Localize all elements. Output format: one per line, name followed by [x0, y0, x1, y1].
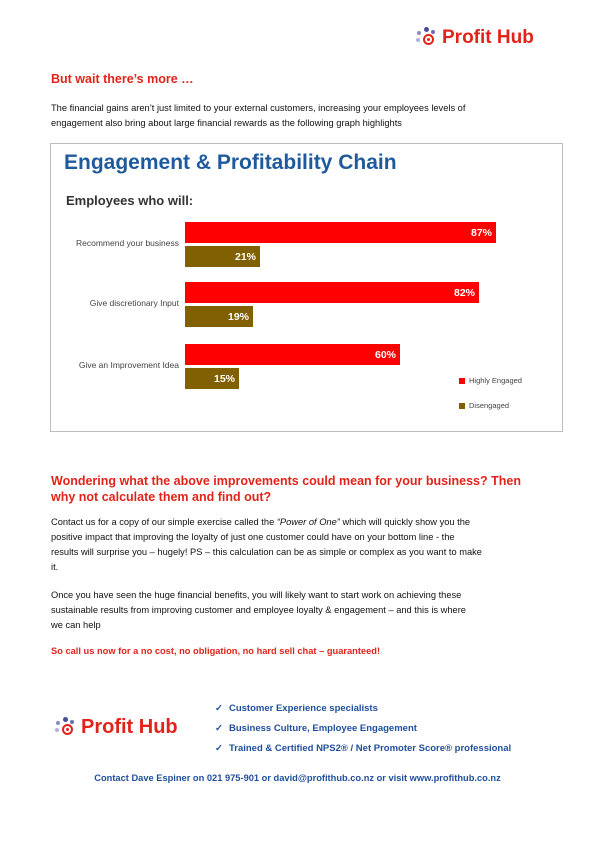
chart-legend: Highly Engaged Disengaged [459, 376, 522, 410]
logo-mark-icon [55, 716, 77, 739]
bar-highly-engaged [185, 344, 400, 365]
chart-panel: Engagement & Profitability Chain Employe… [50, 143, 563, 432]
intro-line: The financial gains aren’t just limited … [51, 103, 466, 113]
brand-name: Profit Hub [81, 716, 178, 738]
heading-line: Wondering what the above improvements co… [51, 474, 521, 488]
calculate-heading: Wondering what the above improvements co… [51, 473, 571, 505]
chart-title: Engagement & Profitability Chain [64, 151, 397, 174]
text-span: which will quickly show you the [339, 517, 471, 527]
service-label: Business Culture, Employee Engagement [228, 723, 417, 734]
bar-chart: Recommend your business 87% 21% Give discre… [51, 144, 562, 431]
help-paragraph: Once you have seen the huge financial be… [51, 588, 576, 633]
paragraph-line: positive impact that improving the loyal… [51, 532, 455, 542]
check-icon: ✓ [215, 723, 223, 734]
paragraph-line: sustainable results from improving custo… [51, 605, 466, 615]
intro-paragraph: The financial gains aren’t just limited … [51, 101, 571, 131]
brand-logo-header: Profit Hub [416, 27, 534, 49]
data-label: 19% [227, 311, 249, 323]
legend-item-disengaged: Disengaged [459, 401, 522, 410]
legend-label: Highly Engaged [469, 376, 522, 385]
legend-label: Disengaged [469, 401, 510, 410]
heading-line: why not calculate them and find out? [51, 490, 272, 504]
bar-disengaged [185, 246, 260, 267]
call-to-action: So call us now for a no cost, no obligat… [51, 646, 381, 656]
chart-subtitle: Employees who will: [66, 193, 194, 208]
contact-line: Contact Dave Espiner on 021 975-901 or d… [94, 773, 501, 783]
services-list: ✓ Customer Experience specialists ✓ Busine… [215, 703, 511, 763]
bar-highly-engaged [185, 282, 479, 303]
category-label: Recommend your business [76, 238, 179, 248]
bar-disengaged [185, 368, 239, 389]
paragraph-line: results will surprise you – hugely! PS –… [51, 547, 482, 557]
check-icon: ✓ [215, 703, 223, 714]
service-label: Trained & Certified NPS2® / Net Promoter… [228, 743, 512, 754]
service-item: ✓ Business Culture, Employee Engagement [215, 723, 511, 734]
data-label: 21% [234, 251, 256, 263]
data-label: 87% [470, 227, 492, 239]
bar-highly-engaged [185, 222, 496, 243]
legend-swatch-icon [459, 402, 465, 409]
intro-line: engagement also bring about large financ… [51, 118, 402, 128]
logo-mark-icon [416, 27, 438, 49]
legend-swatch-icon [459, 377, 465, 384]
paragraph-line: Once you have seen the huge financial be… [51, 590, 462, 600]
power-of-one-paragraph: Contact us for a copy of our simple exer… [51, 515, 576, 575]
brand-name: Profit Hub [442, 27, 534, 48]
service-label: Customer Experience specialists [228, 703, 378, 714]
emphasis-text: “Power of One” [276, 517, 340, 527]
text-span: Contact us for a copy of our simple exer… [51, 517, 277, 527]
legend-item-highly-engaged: Highly Engaged [459, 376, 522, 385]
service-item: ✓ Trained & Certified NPS2® / Net Promote… [215, 743, 511, 754]
paragraph-line: we can help [51, 620, 101, 630]
paragraph-line: it. [51, 562, 59, 572]
paragraph-line: Contact us for a copy of our simple exer… [51, 515, 576, 530]
brand-logo-footer: Profit Hub [55, 716, 178, 739]
bar-disengaged [185, 306, 253, 327]
data-label: 82% [453, 287, 475, 299]
check-icon: ✓ [215, 743, 223, 754]
category-label: Give discretionary Input [89, 298, 179, 308]
service-item: ✓ Customer Experience specialists [215, 703, 511, 714]
data-label: 15% [213, 373, 235, 385]
section-heading: But wait there’s more … [51, 72, 194, 86]
category-label: Give an Improvement Idea [78, 360, 179, 370]
data-label: 60% [374, 349, 396, 361]
